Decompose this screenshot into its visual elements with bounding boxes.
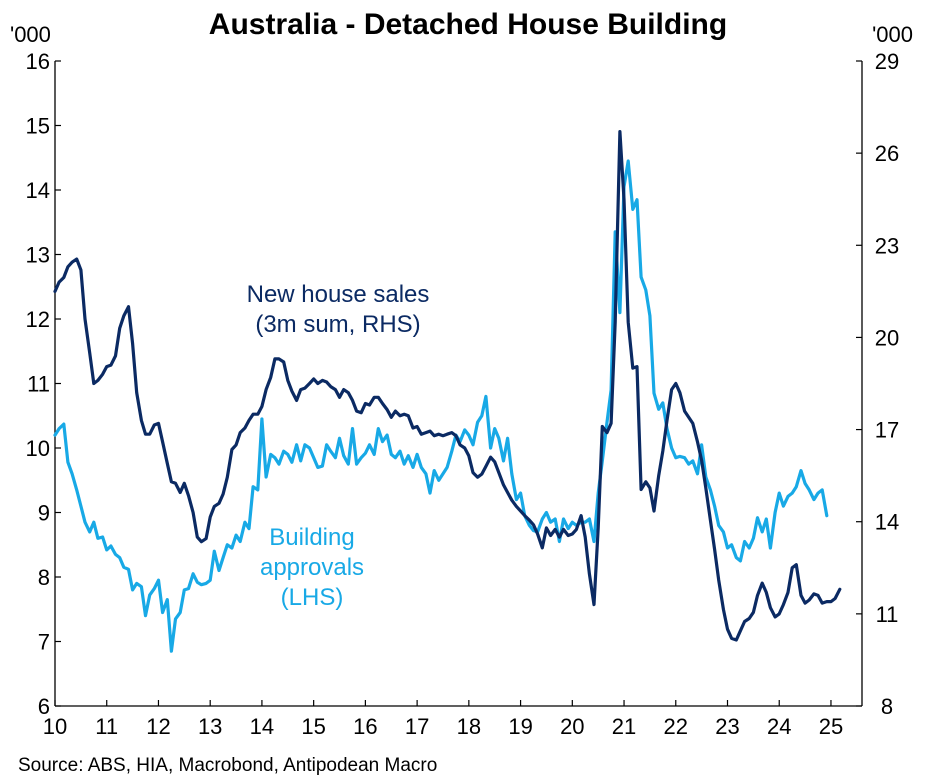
left-tick-label: 12 xyxy=(26,307,50,332)
x-tick-label: 10 xyxy=(43,714,67,739)
new-house-sales-line xyxy=(53,130,842,642)
axes xyxy=(54,61,863,707)
x-tick-label: 17 xyxy=(405,714,429,739)
approvals-annotation-line-1: Building xyxy=(269,524,354,551)
right-tick-label: 23 xyxy=(875,233,899,258)
x-tick-label: 22 xyxy=(664,714,688,739)
left-axis-unit: '000 xyxy=(10,22,51,47)
left-tick-label: 6 xyxy=(38,694,50,719)
left-tick-label: 7 xyxy=(38,630,50,655)
approvals-annotation-line-3: (LHS) xyxy=(281,584,344,611)
right-tick-label: 26 xyxy=(875,141,899,166)
left-axis-ticks: 6 7 8 9 10 11 12 13 14 15 16 xyxy=(26,49,61,719)
right-tick-label: 8 xyxy=(881,694,893,719)
right-tick-label: 17 xyxy=(875,418,899,443)
x-tick-label: 12 xyxy=(146,714,170,739)
left-tick-label: 13 xyxy=(26,243,50,268)
right-tick-label: 29 xyxy=(875,49,899,74)
left-tick-label: 15 xyxy=(26,114,50,139)
approvals-annotation: Building approvals (LHS) xyxy=(260,524,364,611)
x-tick-label: 16 xyxy=(353,714,377,739)
x-tick-label: 19 xyxy=(508,714,532,739)
x-axis-ticks: 10 11 12 13 14 15 16 17 18 19 20 21 22 23 24 25 xyxy=(43,700,843,739)
right-tick-label: 14 xyxy=(875,510,899,535)
left-tick-label: 10 xyxy=(26,436,50,461)
sales-annotation: New house sales (3m sum, RHS) xyxy=(247,281,430,338)
x-tick-label: 14 xyxy=(250,714,274,739)
building-approvals-line xyxy=(53,159,829,653)
right-tick-label: 20 xyxy=(875,325,899,350)
x-tick-label: 11 xyxy=(95,714,118,739)
approvals-annotation-line-2: approvals xyxy=(260,554,364,581)
right-tick-label: 11 xyxy=(876,602,899,627)
x-tick-label: 21 xyxy=(612,714,636,739)
left-tick-label: 14 xyxy=(26,178,50,203)
x-tick-label: 15 xyxy=(301,714,325,739)
x-tick-label: 20 xyxy=(560,714,584,739)
x-tick-label: 24 xyxy=(767,714,791,739)
series-lines xyxy=(53,130,842,653)
right-axis-ticks: 8 11 14 17 20 23 26 29 xyxy=(856,49,899,719)
left-tick-label: 8 xyxy=(38,565,50,590)
sales-annotation-line-2: (3m sum, RHS) xyxy=(255,311,420,338)
left-tick-label: 9 xyxy=(38,501,50,526)
x-tick-label: 18 xyxy=(457,714,481,739)
x-tick-label: 13 xyxy=(198,714,222,739)
chart-title: Australia - Detached House Building xyxy=(209,8,727,41)
left-tick-label: 11 xyxy=(27,372,50,397)
right-axis-unit: '000 xyxy=(872,22,913,47)
source-note: Source: ABS, HIA, Macrobond, Antipodean … xyxy=(18,755,437,776)
x-tick-label: 25 xyxy=(819,714,843,739)
left-tick-label: 16 xyxy=(26,49,50,74)
sales-annotation-line-1: New house sales xyxy=(247,281,430,308)
x-tick-label: 23 xyxy=(715,714,739,739)
